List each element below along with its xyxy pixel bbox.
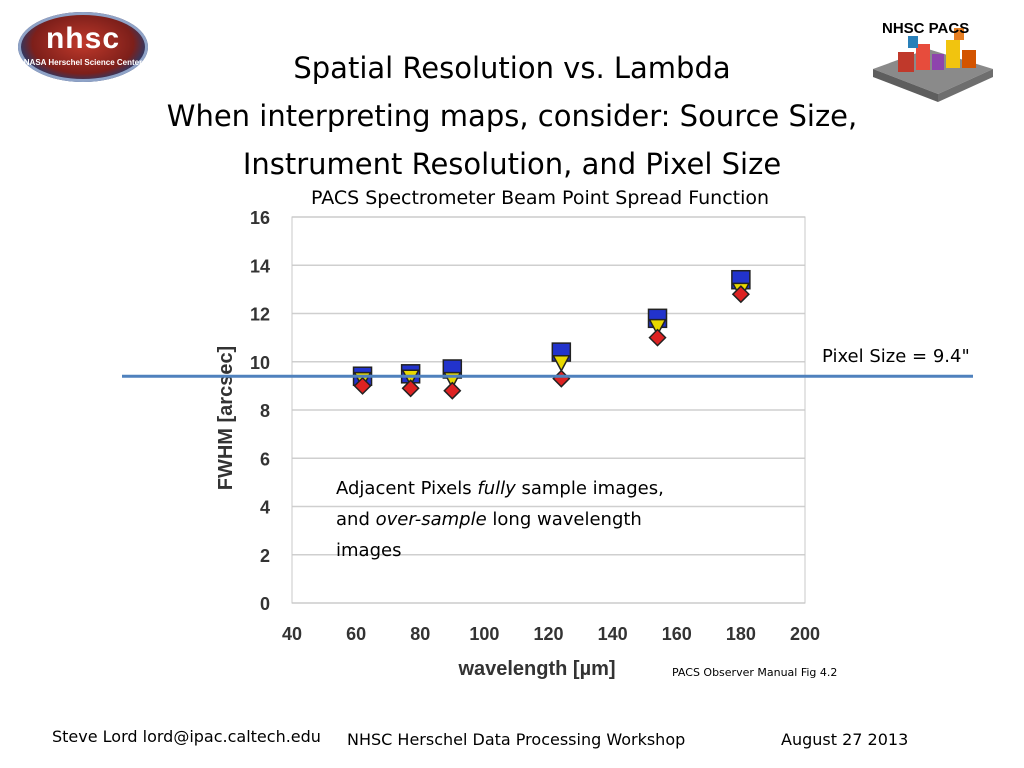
footer-event: NHSC Herschel Data Processing Workshop — [347, 730, 686, 749]
marker-diamond-124 — [552, 369, 571, 388]
data-markers — [352, 269, 751, 400]
source-note: PACS Observer Manual Fig 4.2 — [672, 666, 838, 679]
sampling-annotation: Adjacent Pixels fully sample images, and… — [336, 473, 726, 566]
y-axis-label: FWHM [arcsec] — [215, 346, 237, 490]
y-tick-10: 10 — [250, 353, 270, 373]
y-tick-labels: 0 2 4 6 8 10 12 14 16 — [250, 208, 270, 614]
annotation-line-2: and over-sample long wavelength — [336, 509, 642, 530]
x-tick-120: 120 — [533, 624, 563, 644]
y-tick-14: 14 — [250, 256, 270, 276]
chart-title: PACS Spectrometer Beam Point Spread Func… — [310, 187, 770, 209]
nhsc-logo-subtext: NASA Herschel Science Center — [23, 58, 143, 67]
annotation-line-1: Adjacent Pixels fully sample images, — [336, 478, 664, 499]
nhsc-logo-text: nhsc — [45, 22, 121, 55]
footer-author: Steve Lord lord@ipac.caltech.edu — [52, 727, 321, 746]
pacs-instrument-icon — [873, 28, 993, 102]
y-tick-6: 6 — [260, 449, 270, 469]
x-tick-labels: 40 60 80 100 120 140 160 180 200 — [282, 624, 820, 644]
y-tick-2: 2 — [260, 546, 270, 566]
x-tick-80: 80 — [410, 624, 430, 644]
x-tick-160: 160 — [662, 624, 692, 644]
marker-diamond-62 — [353, 376, 372, 395]
y-tick-12: 12 — [250, 305, 270, 325]
x-tick-100: 100 — [469, 624, 499, 644]
x-tick-200: 200 — [790, 624, 820, 644]
title-line-1: Spatial Resolution vs. Lambda — [293, 51, 731, 85]
slide-title: Spatial Resolution vs. Lambda When inter… — [100, 44, 924, 188]
y-tick-8: 8 — [260, 401, 270, 421]
marker-diamond-154 — [648, 328, 667, 347]
marker-diamond-90 — [443, 381, 462, 400]
title-line-2: When interpreting maps, consider: Source… — [166, 99, 858, 133]
nhsc-logo: nhsc NASA Herschel Science Center — [18, 12, 148, 82]
y-tick-0: 0 — [260, 594, 270, 614]
x-tick-40: 40 — [282, 624, 302, 644]
plot-frame — [291, 216, 806, 604]
x-axis-label: wavelength [µm] — [457, 658, 615, 680]
nhsc-pacs-logo: NHSC PACS — [868, 14, 998, 104]
pacs-logo-label: NHSC PACS — [882, 20, 970, 37]
annotation-line-3: images — [336, 540, 402, 561]
x-tick-180: 180 — [726, 624, 756, 644]
x-tick-140: 140 — [598, 624, 628, 644]
marker-triangle-down-154 — [648, 318, 667, 337]
title-line-3: Instrument Resolution, and Pixel Size — [242, 147, 782, 181]
marker-diamond-180 — [731, 285, 750, 304]
marker-diamond-77 — [401, 379, 420, 398]
y-tick-4: 4 — [260, 498, 270, 518]
marker-triangle-down-124 — [552, 355, 571, 373]
y-tick-16: 16 — [250, 208, 270, 228]
pixel-size-label: Pixel Size = 9.4" — [822, 346, 970, 367]
x-tick-60: 60 — [346, 624, 366, 644]
footer-date: August 27 2013 — [781, 730, 909, 749]
